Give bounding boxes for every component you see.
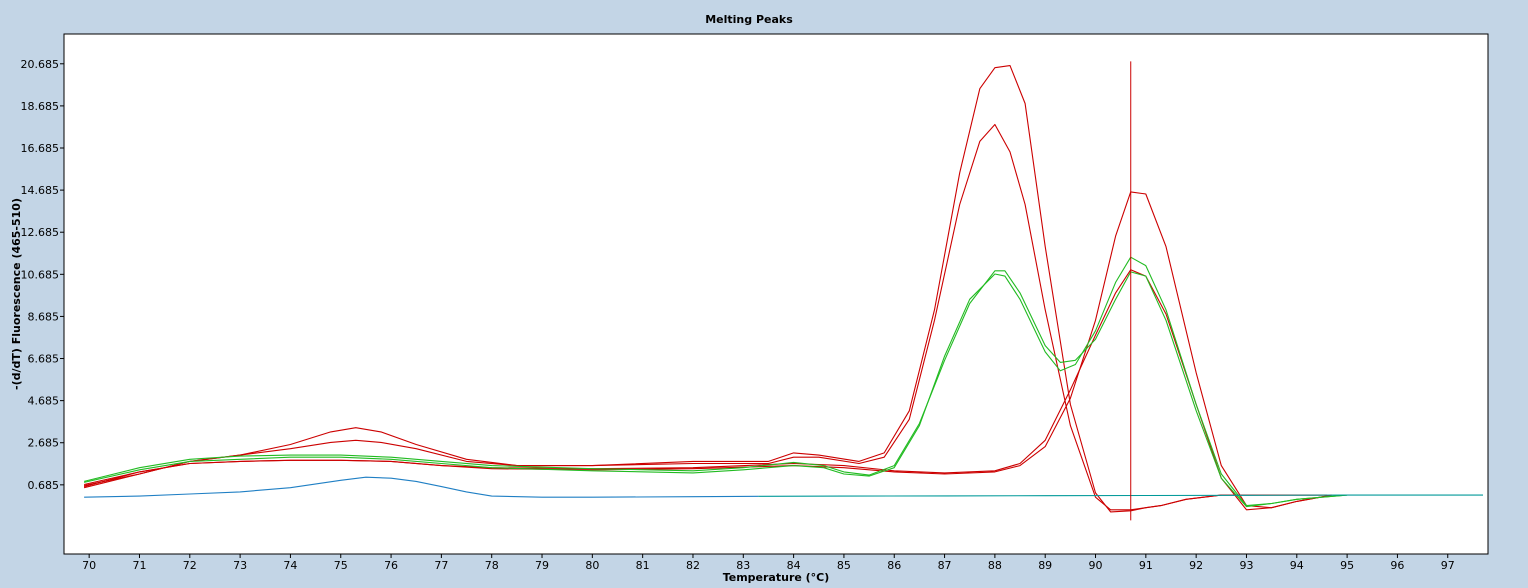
x-tick-label: 86 bbox=[887, 559, 901, 572]
x-tick-label: 84 bbox=[787, 559, 801, 572]
y-tick-label: 10.685 bbox=[21, 268, 60, 281]
x-tick-label: 88 bbox=[988, 559, 1002, 572]
x-tick-label: 83 bbox=[736, 559, 750, 572]
x-tick-label: 70 bbox=[82, 559, 96, 572]
y-tick-label: 12.685 bbox=[21, 226, 60, 239]
y-axis-title: -(d/dT) Fluorescence (465-510) bbox=[10, 198, 23, 390]
x-tick-label: 77 bbox=[434, 559, 448, 572]
x-tick-label: 94 bbox=[1290, 559, 1304, 572]
chart-title: Melting Peaks bbox=[705, 13, 793, 26]
x-tick-label: 90 bbox=[1089, 559, 1103, 572]
x-tick-label: 89 bbox=[1038, 559, 1052, 572]
y-axis: 0.685 2.685 4.685 6.685 8.685 10.685 12.685 14.… bbox=[21, 58, 64, 492]
series-layer bbox=[83, 65, 1483, 513]
series-line bbox=[758, 494, 1483, 497]
series-line bbox=[83, 256, 1348, 507]
plot-area[interactable] bbox=[63, 33, 1489, 555]
x-tick-label: 85 bbox=[837, 559, 851, 572]
x-tick-label: 96 bbox=[1390, 559, 1404, 572]
y-tick-label: 6.685 bbox=[28, 353, 60, 366]
x-tick-label: 92 bbox=[1189, 559, 1203, 572]
x-tick-label: 72 bbox=[183, 559, 197, 572]
x-tick-label: 76 bbox=[384, 559, 398, 572]
y-tick-label: 8.685 bbox=[28, 310, 60, 323]
x-axis: 70 71 72 73 74 75 76 77 78 79 80 81 82 83 84 85 86 87 88 89… bbox=[82, 554, 1455, 572]
x-tick-label: 91 bbox=[1139, 559, 1153, 572]
x-tick-label: 75 bbox=[334, 559, 348, 572]
series-line bbox=[83, 270, 1348, 508]
series-line bbox=[84, 476, 759, 498]
y-tick-label: 18.685 bbox=[21, 100, 60, 113]
y-tick-label: 0.685 bbox=[28, 479, 60, 492]
x-tick-label: 95 bbox=[1340, 559, 1354, 572]
series-line bbox=[83, 123, 1327, 511]
x-tick-label: 71 bbox=[132, 559, 146, 572]
x-tick-label: 80 bbox=[585, 559, 599, 572]
y-tick-label: 2.685 bbox=[28, 437, 60, 450]
x-tick-label: 82 bbox=[686, 559, 700, 572]
x-tick-label: 78 bbox=[485, 559, 499, 572]
y-tick-label: 14.685 bbox=[21, 184, 60, 197]
x-axis-title: Temperature (°C) bbox=[723, 571, 830, 584]
x-tick-label: 81 bbox=[636, 559, 650, 572]
y-tick-label: 20.685 bbox=[21, 58, 60, 71]
x-tick-label: 97 bbox=[1441, 559, 1455, 572]
x-tick-label: 79 bbox=[535, 559, 549, 572]
x-tick-label: 74 bbox=[283, 559, 297, 572]
x-tick-label: 93 bbox=[1239, 559, 1253, 572]
x-tick-label: 87 bbox=[938, 559, 952, 572]
y-tick-label: 16.685 bbox=[21, 142, 60, 155]
y-tick-label: 4.685 bbox=[28, 395, 60, 408]
x-tick-label: 73 bbox=[233, 559, 247, 572]
